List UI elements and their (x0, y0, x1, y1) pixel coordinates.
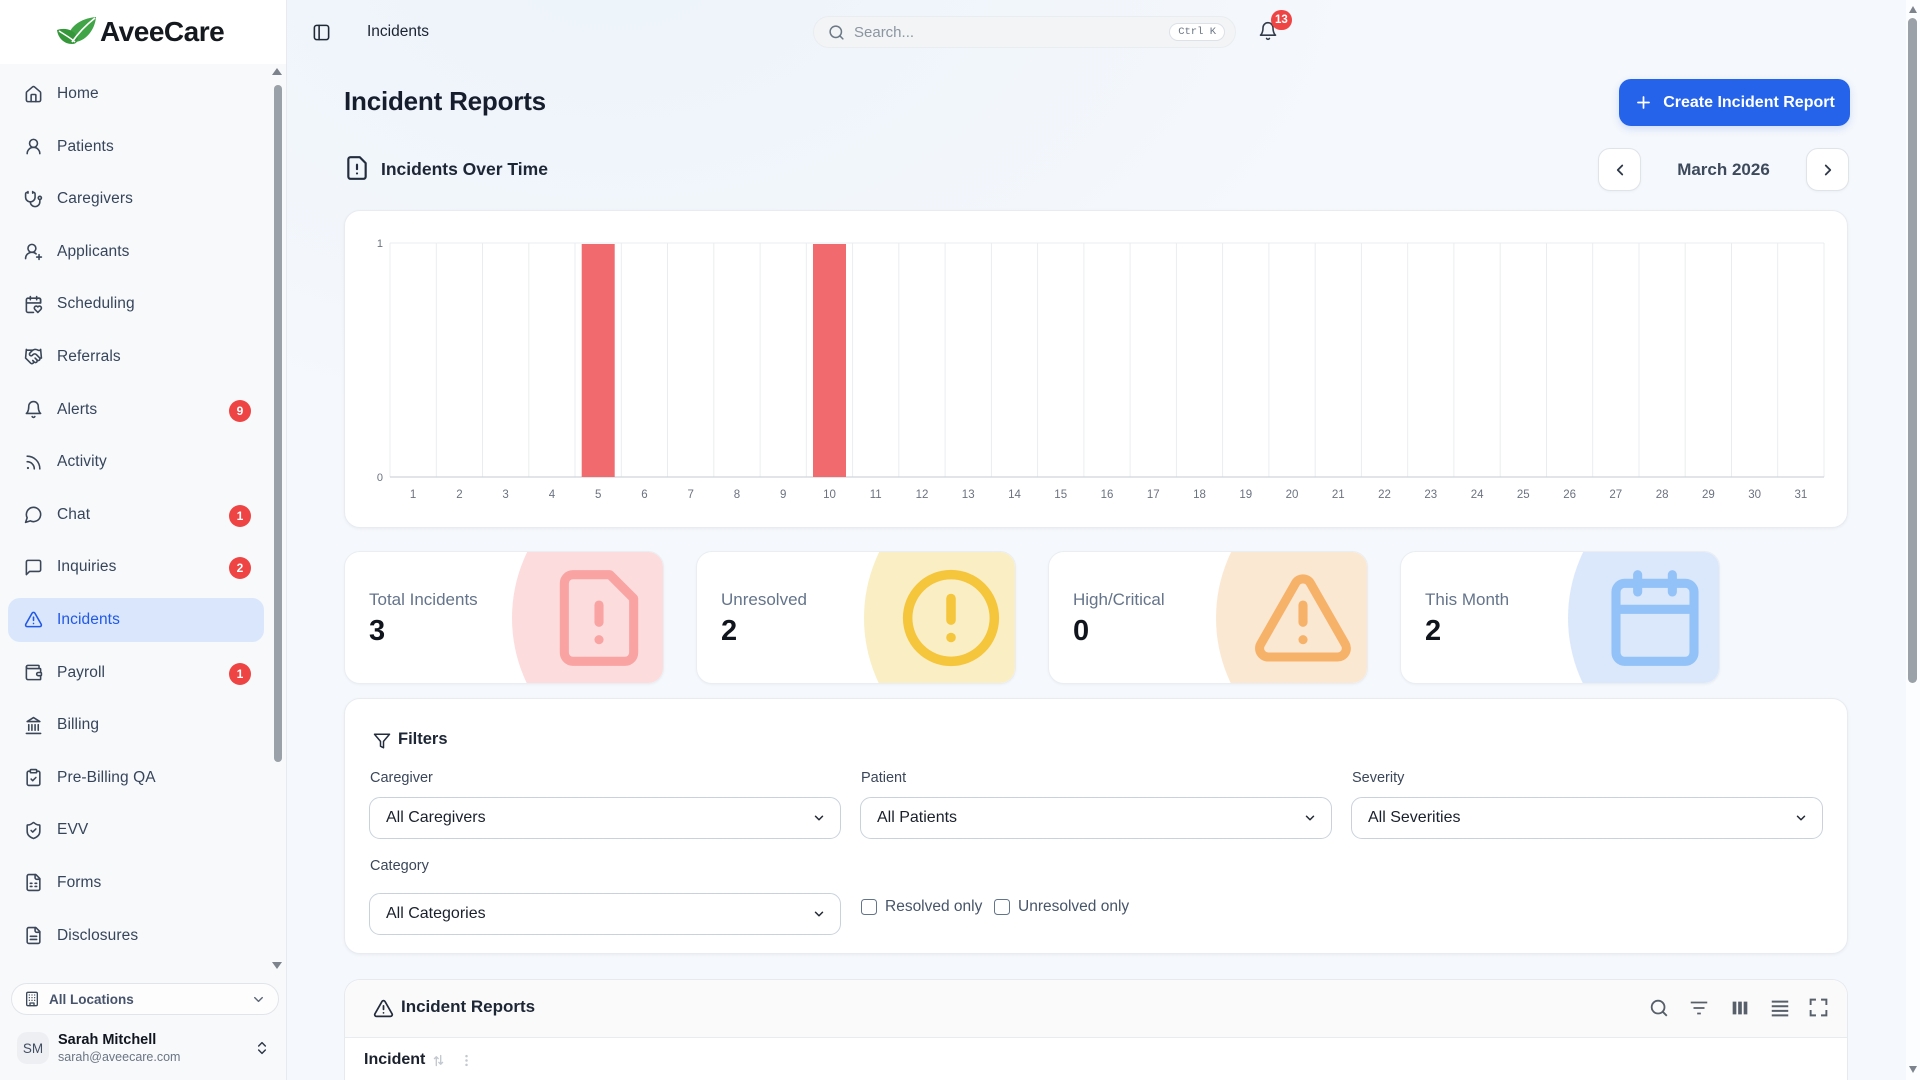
svg-text:28: 28 (1656, 489, 1669, 501)
svg-text:1: 1 (377, 238, 383, 250)
svg-text:17: 17 (1147, 489, 1160, 501)
svg-text:16: 16 (1101, 489, 1114, 501)
svg-text:20: 20 (1286, 489, 1299, 501)
svg-text:7: 7 (687, 489, 693, 501)
svg-text:22: 22 (1378, 489, 1391, 501)
svg-text:12: 12 (916, 489, 929, 501)
svg-text:2: 2 (456, 489, 462, 501)
svg-text:23: 23 (1424, 489, 1437, 501)
svg-text:8: 8 (734, 489, 740, 501)
svg-text:27: 27 (1609, 489, 1622, 501)
svg-text:5: 5 (595, 489, 601, 501)
svg-text:13: 13 (962, 489, 975, 501)
svg-text:1: 1 (410, 489, 416, 501)
svg-text:6: 6 (641, 489, 647, 501)
svg-text:19: 19 (1239, 489, 1252, 501)
svg-text:10: 10 (823, 489, 836, 501)
svg-text:30: 30 (1748, 489, 1761, 501)
svg-text:4: 4 (549, 489, 556, 501)
svg-text:26: 26 (1563, 489, 1576, 501)
svg-text:11: 11 (870, 489, 882, 501)
svg-text:0: 0 (377, 472, 383, 484)
svg-text:14: 14 (1008, 489, 1021, 501)
svg-text:24: 24 (1471, 489, 1484, 501)
svg-text:29: 29 (1702, 489, 1715, 501)
svg-text:18: 18 (1193, 489, 1206, 501)
svg-text:3: 3 (502, 489, 508, 501)
svg-text:15: 15 (1054, 489, 1067, 501)
svg-text:21: 21 (1332, 489, 1345, 501)
svg-text:25: 25 (1517, 489, 1530, 501)
svg-text:31: 31 (1795, 489, 1808, 501)
svg-text:9: 9 (780, 489, 786, 501)
